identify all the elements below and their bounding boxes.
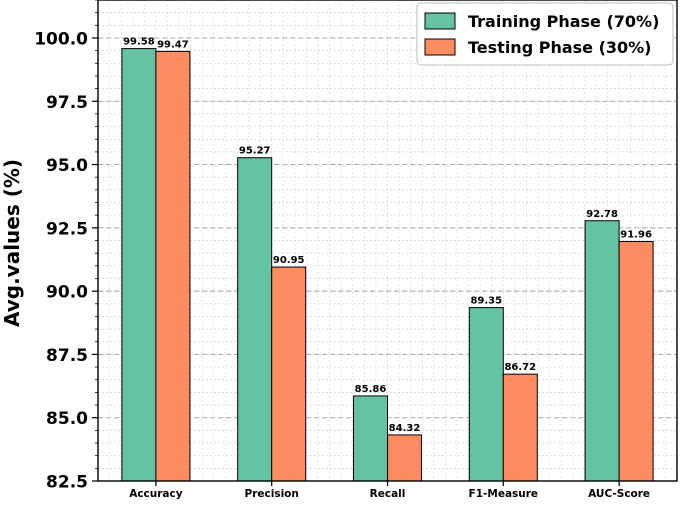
- bar-testing-auc-score: [618, 241, 654, 482]
- bar-value-label: 86.72: [504, 362, 536, 373]
- bar-value-label: 85.86: [355, 384, 387, 395]
- bar-testing-accuracy: [155, 50, 191, 482]
- bar-value-label: 92.78: [586, 209, 618, 220]
- legend-box: [416, 2, 674, 66]
- x-tick-label: Recall: [370, 488, 406, 500]
- legend-swatch-testing: [424, 38, 456, 56]
- bar-testing-f1-measure: [502, 373, 538, 482]
- x-tick-label: F1-Measure: [469, 488, 539, 500]
- bar-training-auc-score: [584, 220, 620, 482]
- bar-value-label: 99.47: [157, 39, 189, 50]
- x-axis: Accuracy Precision Recall F1-Measure AUC-Sco…: [129, 481, 650, 500]
- y-tick-label: 82.5: [46, 473, 88, 493]
- bar-training-precision: [237, 157, 273, 482]
- x-tick-label: Accuracy: [129, 488, 183, 500]
- bar-training-accuracy: [121, 48, 157, 482]
- y-axis-label: Avg.values (%): [0, 159, 24, 327]
- y-tick-label: 85.0: [46, 409, 88, 429]
- legend: Training Phase (70%) Testing Phase (30%): [416, 2, 674, 66]
- bar-value-label: 84.32: [389, 423, 421, 434]
- x-tick-label: AUC-Score: [588, 488, 650, 500]
- legend-swatch-training: [424, 12, 456, 30]
- bar-value-label: 95.27: [239, 146, 271, 157]
- y-axis: 82.5 85.0 87.5 90.0 92.5 95.0 97.5 100.0: [34, 0, 98, 493]
- bar-training-recall: [353, 395, 388, 482]
- bar-value-label: 99.58: [123, 37, 155, 48]
- y-tick-label: 90.0: [46, 283, 88, 303]
- y-tick-label: 100.0: [34, 29, 88, 49]
- bar-testing-recall: [387, 434, 422, 482]
- bar-value-label: 89.35: [470, 296, 502, 307]
- y-tick-label: 92.5: [46, 219, 88, 239]
- legend-label-training: Training Phase (70%): [468, 12, 659, 31]
- legend-label-testing: Testing Phase (30%): [468, 38, 652, 57]
- value-labels-layer: 99.58 99.47 95.27 90.95 85.86 84.32 89.35 86.72…: [123, 37, 652, 434]
- bar-value-label: 90.95: [273, 255, 305, 266]
- x-tick-label: Precision: [245, 488, 299, 500]
- bars-layer: [121, 48, 654, 482]
- y-tick-label: 97.5: [46, 93, 88, 113]
- y-tick-label: 87.5: [46, 346, 88, 366]
- bar-testing-precision: [271, 266, 307, 482]
- bar-value-label: 91.96: [620, 230, 652, 241]
- bar-training-f1-measure: [468, 307, 504, 482]
- y-tick-label: 95.0: [46, 156, 88, 176]
